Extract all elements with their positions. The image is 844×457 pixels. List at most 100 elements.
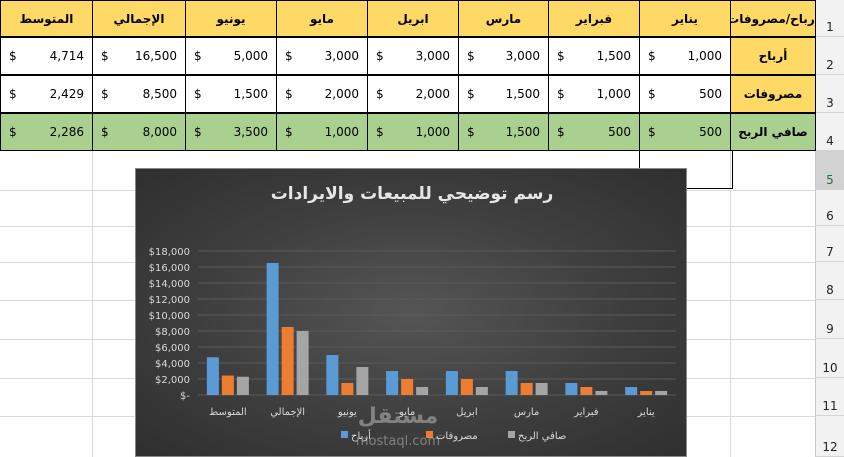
bar-net[interactable] [296,331,309,395]
currency-symbol: $ [9,87,17,101]
bar-net[interactable] [655,391,668,395]
bar-expense[interactable] [520,383,533,395]
row-header-6[interactable]: 6 [815,190,844,226]
legend-label[interactable]: مصروفات [436,431,478,442]
x-tick-label: يناير [637,407,655,418]
table-cell[interactable]: $1,500 [458,75,549,113]
bar-expense[interactable] [640,391,653,395]
cell-value: 1,000 [596,87,631,101]
row-header-5[interactable]: 5 [815,151,844,190]
currency-symbol: $ [101,87,109,101]
column-header-february[interactable]: فبراير [548,0,640,37]
currency-symbol: $ [285,87,293,101]
row-header-7[interactable]: 7 [815,226,844,262]
table-cell[interactable]: $1,500 [548,37,640,75]
cell-value: 8,000 [142,125,177,139]
row-header-1[interactable]: 1 [815,0,844,37]
table-cell[interactable]: $3,000 [367,37,459,75]
bar-profit[interactable] [625,387,638,395]
table-cell[interactable]: $8,000 [92,113,186,151]
table-cell[interactable]: $1,000 [639,37,731,75]
y-tick-label: $4,000 [155,359,190,370]
column-header-may[interactable]: مايو [276,0,368,37]
gridline [730,151,731,457]
currency-symbol: $ [101,125,109,139]
table-cell[interactable]: $5,000 [185,37,277,75]
column-header-april[interactable]: ابريل [367,0,459,37]
table-cell[interactable]: $2,286 [0,113,93,151]
row-header-12[interactable]: 12 [815,416,844,457]
bar-profit[interactable] [565,383,578,395]
y-tick-label: $2,000 [155,375,190,386]
column-header-march[interactable]: مارس [458,0,549,37]
column-header-avg[interactable]: المتوسط [0,0,93,37]
bar-profit[interactable] [206,357,219,395]
cell-value: 1,500 [505,87,540,101]
cell-value: 3,000 [324,49,359,63]
currency-symbol: $ [557,125,565,139]
bar-net[interactable] [356,367,369,395]
table-cell[interactable]: $500 [548,113,640,151]
row-label[interactable]: أرباح [730,37,816,75]
currency-symbol: $ [285,125,293,139]
bar-profit[interactable] [505,371,518,395]
table-cell[interactable]: $3,500 [185,113,277,151]
row-label[interactable]: صافي الربح [730,113,816,151]
table-cell[interactable]: $8,500 [92,75,186,113]
bar-net[interactable] [416,387,429,395]
table-cell[interactable]: $1,000 [367,113,459,151]
currency-symbol: $ [467,125,475,139]
cell-value: 1,500 [233,87,268,101]
y-tick-label: $8,000 [155,327,190,338]
table-cell[interactable]: $1,500 [458,113,549,151]
row-label[interactable]: مصروفات [730,75,816,113]
bar-net[interactable] [595,391,608,395]
legend-swatch [508,431,515,438]
column-header-total[interactable]: الإجمالي [92,0,186,37]
row-header-3[interactable]: 3 [815,75,844,113]
bar-profit[interactable] [326,355,339,395]
bar-expense[interactable] [460,379,473,395]
x-tick-label: يونيو [337,407,357,418]
column-header-type[interactable]: أرباح/مصروفات [730,0,816,37]
bar-expense[interactable] [281,327,294,395]
table-cell[interactable]: $16,500 [92,37,186,75]
row-header-2[interactable]: 2 [815,37,844,75]
chart-area[interactable]: رسم توضيحي للمبيعات والايرادات $- $2,000 $… [135,168,687,457]
row-header-11[interactable]: 11 [815,378,844,416]
cell-value: 500 [608,125,631,139]
bar-expense[interactable] [580,387,593,395]
bar-expense[interactable] [401,379,414,395]
table-cell[interactable]: $500 [639,113,731,151]
table-cell[interactable]: $4,714 [0,37,93,75]
table-cell[interactable]: $2,000 [367,75,459,113]
bar-profit[interactable] [386,371,399,395]
bar-net[interactable] [236,376,249,395]
row-header-9[interactable]: 9 [815,300,844,339]
table-cell[interactable]: $3,000 [276,37,368,75]
legend-label[interactable]: أرباح [351,429,371,442]
bar-expense[interactable] [221,375,234,395]
table-cell[interactable]: $500 [639,75,731,113]
bar-net[interactable] [535,383,548,395]
column-header-june[interactable]: يونيو [185,0,277,37]
bar-net[interactable] [475,387,488,395]
legend-label[interactable]: صافي الربح [518,431,566,442]
row-header-10[interactable]: 10 [815,339,844,378]
bar-profit[interactable] [445,371,458,395]
bar-expense[interactable] [341,383,354,395]
currency-symbol: $ [376,49,384,63]
column-header-january[interactable]: يناير [639,0,731,37]
table-cell[interactable]: $2,429 [0,75,93,113]
table-cell[interactable]: $1,000 [548,75,640,113]
table-cell[interactable]: $1,500 [185,75,277,113]
table-cell[interactable]: $3,000 [458,37,549,75]
row-header-4[interactable]: 4 [815,113,844,151]
currency-symbol: $ [9,49,17,63]
currency-symbol: $ [194,125,202,139]
row-header-8[interactable]: 8 [815,262,844,300]
y-tick-label: $18,000 [149,247,190,258]
table-cell[interactable]: $2,000 [276,75,368,113]
table-cell[interactable]: $1,000 [276,113,368,151]
bar-profit[interactable] [266,263,279,395]
